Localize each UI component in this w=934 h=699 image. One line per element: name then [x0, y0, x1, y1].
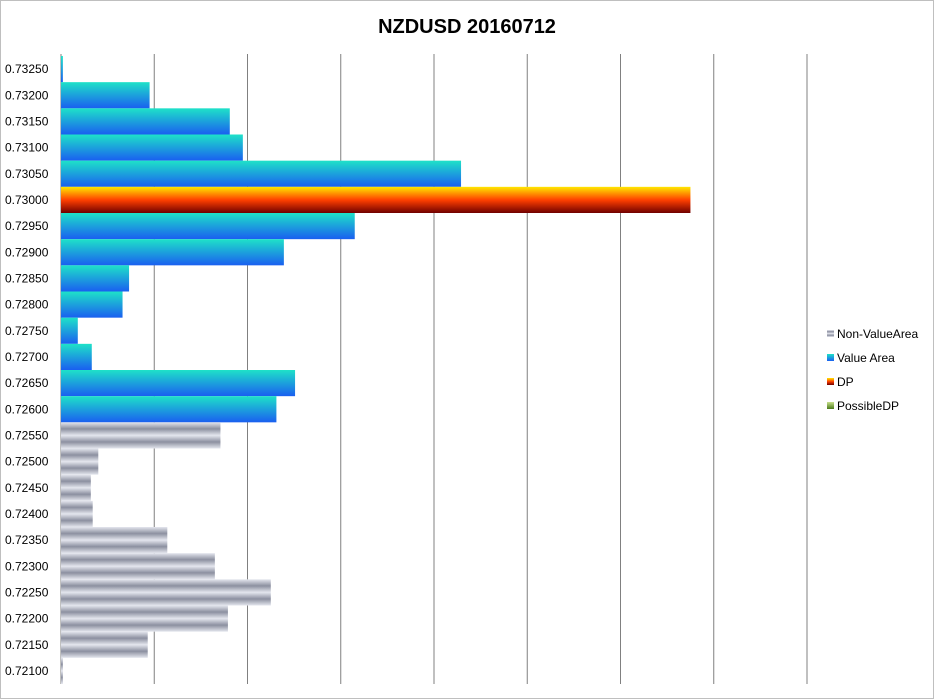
y-tick-label: 0.72150 [5, 638, 49, 652]
y-tick-label: 0.72350 [5, 533, 49, 547]
legend-swatch [827, 402, 834, 409]
y-tick-label: 0.72300 [5, 559, 49, 573]
bar-0.72800 [61, 291, 123, 318]
legend-swatch [827, 354, 834, 361]
y-tick-label: 0.72800 [5, 298, 49, 312]
bar-0.73150 [61, 108, 230, 135]
y-tick-label: 0.73200 [5, 88, 49, 102]
bar-0.72250 [61, 579, 271, 606]
bar-0.72450 [61, 474, 91, 501]
y-tick-label: 0.72400 [5, 507, 49, 521]
y-tick-label: 0.72850 [5, 271, 49, 285]
y-tick-label: 0.72450 [5, 481, 49, 495]
bar-0.72850 [61, 265, 130, 292]
bar-0.72150 [61, 631, 148, 658]
bar-0.72550 [61, 422, 221, 449]
bar-0.72950 [61, 213, 355, 240]
bar-0.73050 [61, 160, 462, 187]
y-tick-label: 0.72250 [5, 585, 49, 599]
y-tick-label: 0.72950 [5, 219, 49, 233]
legend-swatch [827, 330, 834, 337]
bar-0.72600 [61, 396, 277, 423]
bar-0.72100 [61, 657, 63, 684]
legend-label: Value Area [837, 351, 895, 365]
y-tick-label: 0.73000 [5, 193, 49, 207]
y-tick-label: 0.72700 [5, 350, 49, 364]
y-tick-label: 0.73150 [5, 114, 49, 128]
bar-0.73250 [61, 56, 63, 83]
bar-0.72900 [61, 239, 284, 266]
y-tick-label: 0.72500 [5, 455, 49, 469]
y-tick-label: 0.73100 [5, 141, 49, 155]
legend-swatch [827, 378, 834, 385]
chart-title: NZDUSD 20160712 [378, 16, 556, 38]
bar-0.72750 [61, 317, 78, 344]
y-tick-label: 0.72550 [5, 428, 49, 442]
bar-0.73100 [61, 134, 243, 161]
bar-0.73000 [61, 186, 691, 213]
bar-0.73200 [61, 82, 150, 109]
legend-label: Non-ValueArea [837, 327, 918, 341]
bar-0.72650 [61, 370, 296, 397]
y-tick-label: 0.72600 [5, 402, 49, 416]
legend-label: PossibleDP [837, 399, 899, 413]
y-tick-label: 0.72200 [5, 612, 49, 626]
bar-0.72200 [61, 605, 228, 632]
legend-label: DP [837, 375, 854, 389]
y-tick-label: 0.73050 [5, 167, 49, 181]
bar-0.72400 [61, 500, 93, 527]
bar-0.72500 [61, 448, 99, 475]
bar-0.72350 [61, 527, 168, 554]
bar-0.72300 [61, 553, 215, 580]
y-tick-label: 0.72650 [5, 376, 49, 390]
bar-0.72700 [61, 343, 92, 370]
y-tick-label: 0.73250 [5, 62, 49, 76]
y-tick-label: 0.72750 [5, 324, 49, 338]
y-tick-label: 0.72900 [5, 245, 49, 259]
y-tick-label: 0.72100 [5, 664, 49, 678]
